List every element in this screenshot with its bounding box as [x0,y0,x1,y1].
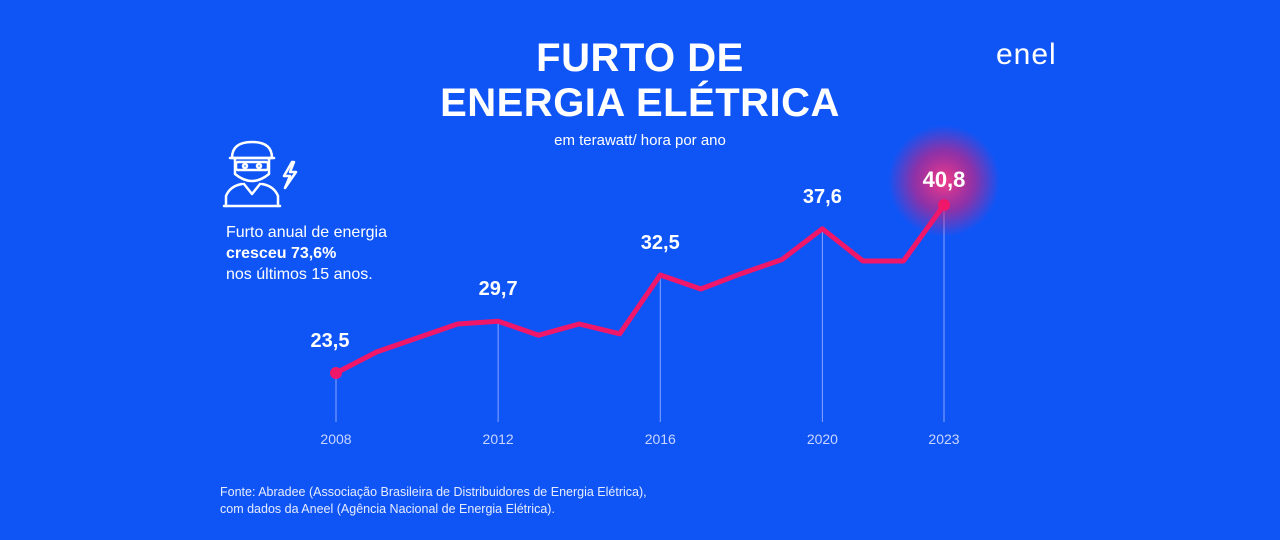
source-note: Fonte: Abradee (Associação Brasileira de… [220,484,647,518]
x-tick-label-2020: 2020 [807,431,838,447]
x-tick-label-2016: 2016 [645,431,676,447]
thief-lightning-icon [222,140,302,210]
data-point-2008 [330,367,342,379]
enel-logo: enel [996,38,1057,71]
x-tick-label-2012: 2012 [483,431,514,447]
highlight-glow [888,125,1000,237]
source-line1: Fonte: Abradee (Associação Brasileira de… [220,485,647,499]
value-label-2008: 23,5 [311,330,350,352]
series-line [333,202,947,376]
value-label-2020: 37,6 [803,186,842,208]
chart-title-line1: FURTO DE [536,36,744,80]
callout-line2: cresceu 73,6% [226,245,337,262]
value-label-2016: 32,5 [641,232,680,254]
x-tick-label-2008: 2008 [320,431,351,447]
callout-text: Furto anual de energia cresceu 73,6% nos… [226,222,387,285]
callout-line1: Furto anual de energia [226,224,387,241]
x-tick-label-2023: 2023 [928,431,959,447]
source-line2: com dados da Aneel (Agência Nacional de … [220,502,555,516]
value-label-2012: 29,7 [479,278,518,300]
chart-title-line2: ENERGIA ELÉTRICA [440,81,840,125]
chart-subtitle: em terawatt/ hora por ano [554,132,726,149]
value-label-2023: 40,8 [923,167,966,192]
callout-line3: nos últimos 15 anos. [226,266,373,283]
data-point-2023 [938,199,950,211]
